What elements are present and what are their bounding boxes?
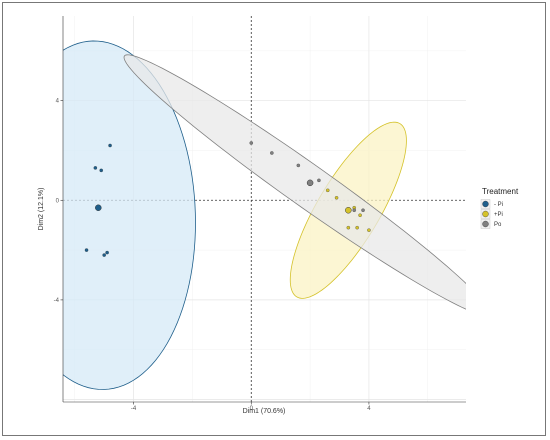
point-po bbox=[317, 178, 321, 183]
reference-lines bbox=[63, 16, 466, 402]
ellipse-po bbox=[123, 54, 466, 310]
point-po bbox=[270, 151, 274, 155]
point-pi bbox=[84, 248, 89, 252]
y-tick-label: 0 bbox=[56, 198, 60, 204]
x-tick-label: 0 bbox=[250, 406, 254, 412]
y-tick-label: -4 bbox=[54, 298, 60, 304]
centroid-pi bbox=[95, 204, 102, 212]
data-points bbox=[84, 141, 371, 257]
point-pi bbox=[93, 166, 98, 170]
point-pi bbox=[355, 225, 359, 230]
centroid-pi bbox=[345, 206, 352, 214]
x-tick-label: 4 bbox=[367, 406, 371, 412]
x-axis-title: Dim1 (70.6%) bbox=[243, 408, 286, 415]
legend-label-pi: - Pi bbox=[494, 202, 503, 208]
tick-labels: -4 0 4 -4 0 4 bbox=[54, 99, 372, 412]
legend: Treatment - Pi +Pi Po bbox=[480, 187, 519, 229]
point-pi bbox=[99, 168, 103, 173]
point-po bbox=[296, 163, 301, 168]
point-pi bbox=[325, 188, 330, 193]
legend-label-pi: +Pi bbox=[494, 212, 503, 218]
point-pi bbox=[108, 143, 112, 148]
y-axis-title: Dim2 (12.1%) bbox=[38, 188, 45, 231]
point-po bbox=[361, 208, 365, 212]
legend-title: Treatment bbox=[482, 187, 519, 196]
point-pi bbox=[367, 228, 371, 232]
x-tick-label: -4 bbox=[131, 406, 137, 412]
legend-marker-po bbox=[482, 220, 489, 228]
point-pi bbox=[334, 196, 339, 200]
point-pi bbox=[105, 250, 109, 255]
y-tick-label: 4 bbox=[56, 99, 60, 105]
point-po bbox=[352, 208, 356, 212]
point-pi bbox=[346, 225, 351, 230]
centroid-po bbox=[306, 179, 314, 187]
axes bbox=[62, 16, 466, 403]
legend-label-po: Po bbox=[494, 222, 502, 228]
point-pi bbox=[358, 213, 362, 217]
legend-marker-pi bbox=[482, 210, 489, 218]
point-po bbox=[249, 141, 254, 145]
point-pi bbox=[102, 253, 106, 257]
legend-marker-pi bbox=[482, 200, 489, 208]
